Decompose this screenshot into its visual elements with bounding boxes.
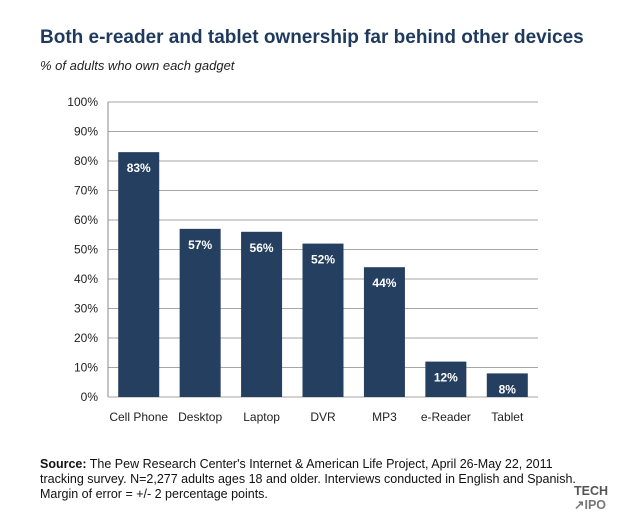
- bar-laptop: [241, 231, 283, 397]
- bar-desktop: [179, 228, 221, 397]
- x-tick-label: Tablet: [491, 410, 524, 424]
- x-tick-label: Laptop: [243, 410, 280, 424]
- logo-line-1: TECH: [574, 484, 609, 498]
- bar-mp3: [363, 267, 405, 397]
- x-tick-label: e-Reader: [421, 410, 471, 424]
- y-tick-label: 100%: [67, 95, 98, 109]
- y-tick-label: 50%: [74, 243, 98, 257]
- y-tick-label: 70%: [74, 184, 98, 198]
- x-tick-label: DVR: [310, 410, 336, 424]
- bar-e-reader: [425, 361, 467, 397]
- data-label: 52%: [311, 253, 335, 267]
- y-tick-label: 30%: [74, 302, 98, 316]
- data-label: 12%: [434, 371, 458, 385]
- x-axis-labels: Cell Phone Desktop Laptop DVR MP3 e-Reader Tab…: [109, 410, 524, 424]
- y-tick-label: 60%: [74, 213, 98, 227]
- bar-chart: 0% 10% 20% 30% 40% 50% 60% 70% 80% 90% 100% 83% 57%…: [67, 95, 538, 424]
- y-axis: 0% 10% 20% 30% 40% 50% 60% 70% 80% 90% 100%: [67, 95, 109, 404]
- x-tick-label: MP3: [372, 410, 397, 424]
- bar-dvr: [302, 243, 344, 397]
- data-label: 57%: [188, 238, 212, 252]
- chart-subtitle: % of adults who own each gadget: [40, 58, 235, 73]
- x-tick-label: Cell Phone: [109, 410, 168, 424]
- chart-title: Both e-reader and tablet ownership far b…: [40, 27, 584, 48]
- y-tick-label: 0%: [81, 390, 99, 404]
- data-label: 56%: [250, 241, 274, 255]
- bars: 83% 57% 56% 52% 44% 12% 8%: [118, 152, 528, 397]
- y-tick-label: 80%: [74, 154, 98, 168]
- techipo-logo: TECH ↗IPO: [574, 484, 618, 512]
- y-tick-label: 90%: [74, 125, 98, 139]
- data-label: 83%: [127, 161, 151, 175]
- y-tick-label: 10%: [74, 361, 98, 375]
- y-tick-label: 40%: [74, 272, 98, 286]
- source-note: Source: The Pew Research Center's Intern…: [40, 457, 580, 502]
- x-tick-label: Desktop: [178, 410, 222, 424]
- data-label: 8%: [499, 382, 517, 396]
- y-tick-label: 20%: [74, 331, 98, 345]
- data-label: 44%: [372, 276, 396, 290]
- bar-cell-phone: [118, 152, 160, 397]
- logo-line-2: ↗IPO: [574, 498, 607, 512]
- source-label: Source:: [40, 457, 87, 471]
- source-text: The Pew Research Center's Internet & Ame…: [40, 457, 576, 501]
- bar-tablet: [486, 373, 528, 397]
